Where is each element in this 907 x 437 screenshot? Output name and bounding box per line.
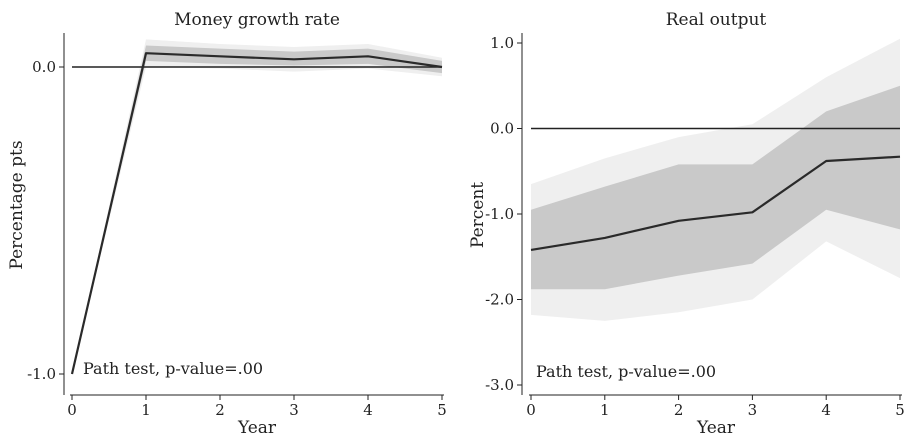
y-tick-label: -1.0 [485, 205, 514, 223]
series-line [70, 52, 443, 375]
x-axis-label: Year [696, 418, 736, 437]
x-axis-label: Year [237, 418, 277, 437]
y-tick-label: 0.0 [490, 120, 514, 138]
x-tick-label: 4 [363, 401, 373, 419]
panel-money-growth: Money growth rate Percentage pts Year 0 1… [7, 10, 447, 437]
y-axis-label: Percent [468, 182, 488, 248]
x-tick-label: 4 [821, 401, 831, 419]
x-tick-label: 2 [215, 401, 225, 419]
chart-title: Real output [666, 10, 767, 30]
panel-real-output: Real output Percent Year 0 1 2 3 4 5 -3.0 -2.0 -… [468, 10, 905, 437]
x-tick-label: 3 [748, 401, 758, 419]
annotation: Path test, p-value=.00 [536, 362, 716, 381]
y-axis-label: Percentage pts [7, 140, 27, 269]
confidence-band [531, 85, 900, 290]
annotation: Path test, p-value=.00 [83, 359, 263, 378]
x-tick-label: 0 [67, 401, 77, 419]
x-tick-label: 1 [141, 401, 151, 419]
x-tick-label: 5 [437, 401, 447, 419]
y-tick-label: 0.0 [32, 58, 56, 76]
x-tick-label: 3 [289, 401, 299, 419]
chart-title: Money growth rate [174, 10, 340, 30]
series-line [530, 155, 901, 251]
x-tick-label: 5 [895, 401, 905, 419]
confidence-band [72, 39, 442, 375]
x-tick-label: 2 [674, 401, 684, 419]
x-tick-label: 1 [600, 401, 610, 419]
plot-area: 0 1 2 3 4 5 -3.0 -2.0 -1.0 0.0 1.0 [485, 33, 905, 419]
y-tick-label: -2.0 [485, 291, 514, 309]
plot-area: 0 1 2 3 4 5 -1.0 0.0 [27, 33, 447, 419]
y-tick-label: 1.0 [490, 34, 514, 52]
x-tick-label: 0 [526, 401, 536, 419]
y-tick-label: -3.0 [485, 376, 514, 394]
confidence-band [72, 45, 442, 374]
y-tick-label: -1.0 [27, 365, 56, 383]
